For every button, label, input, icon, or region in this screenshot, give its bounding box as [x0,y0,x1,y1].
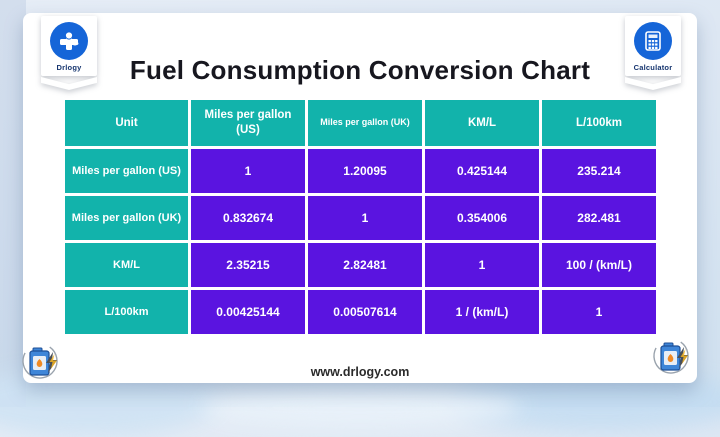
row-label: KM/L [65,243,188,287]
table-row: Miles per gallon (UK) 0.832674 1 0.35400… [65,196,656,240]
table-cell: 235.214 [542,149,656,193]
website-url: www.drlogy.com [310,365,410,379]
table-row: Miles per gallon (US) 1 1.20095 0.425144… [65,149,656,193]
table-cell: 1 [308,196,422,240]
badge-label: Drlogy [56,63,82,72]
background-edge-band [0,0,26,407]
fuel-can-energy-icon [19,338,65,384]
table-cell: 2.82481 [308,243,422,287]
column-header: L/100km [542,100,656,146]
table-cell: 100 / (km/L) [542,243,656,287]
row-label: Miles per gallon (UK) [65,196,188,240]
table-row: L/100km 0.00425144 0.00507614 1 / (km/L)… [65,290,656,334]
brand-ribbon-badge: Drlogy [41,16,97,90]
background-wave-shape [200,387,520,427]
badge-box: Calculator [625,16,681,76]
page-title: Fuel Consumption Conversion Chart [129,55,591,85]
badge-label: Calculator [633,63,673,72]
column-header: Unit [65,100,188,146]
table-cell: 1 [191,149,305,193]
row-label: L/100km [65,290,188,334]
conversion-table: Unit Miles per gallon (US) Miles per gal… [62,97,659,337]
table-cell: 1 [425,243,539,287]
column-header: Miles per gallon (UK) [308,100,422,146]
drlogy-logo-icon [50,22,88,60]
calculator-icon [634,22,672,60]
badge-ribbon-tail [41,77,97,90]
table-cell: 1 / (km/L) [425,290,539,334]
table-cell: 0.354006 [425,196,539,240]
table-cell: 1.20095 [308,149,422,193]
table-cell: 2.35215 [191,243,305,287]
table-header-row: Unit Miles per gallon (US) Miles per gal… [65,100,656,146]
badge-box: Drlogy [41,16,97,76]
badge-ribbon-tail [625,77,681,90]
calculator-ribbon-badge: Calculator [625,16,681,90]
column-header: Miles per gallon (US) [191,100,305,146]
table-cell: 1 [542,290,656,334]
table-row: KM/L 2.35215 2.82481 1 100 / (km/L) [65,243,656,287]
row-label: Miles per gallon (US) [65,149,188,193]
table-cell: 0.00425144 [191,290,305,334]
table-cell: 0.832674 [191,196,305,240]
table-cell: 282.481 [542,196,656,240]
table-cell: 0.00507614 [308,290,422,334]
table-cell: 0.425144 [425,149,539,193]
column-header: KM/L [425,100,539,146]
infographic-card: Drlogy Fuel Consumption Conversion Chart… [23,13,697,383]
fuel-can-energy-icon [650,333,696,379]
